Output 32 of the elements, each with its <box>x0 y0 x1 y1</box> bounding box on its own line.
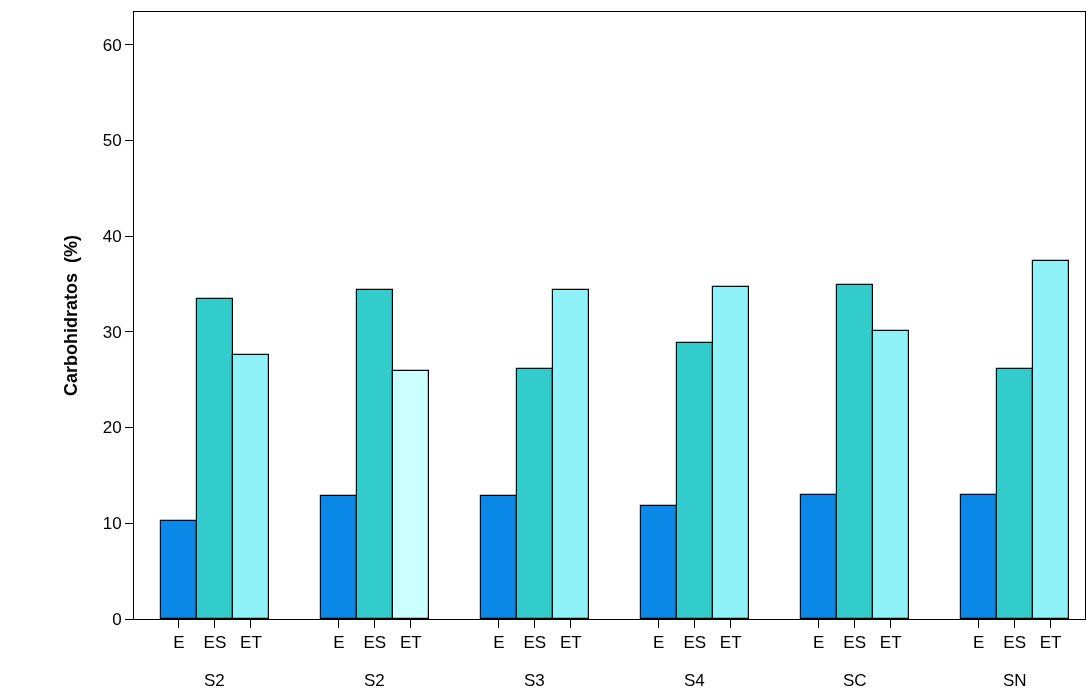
y-tick-label: 20 <box>102 418 122 438</box>
text: E <box>813 633 825 653</box>
text: ET <box>879 633 902 653</box>
text: ES <box>683 633 707 653</box>
text: E <box>333 633 345 653</box>
x-tick-label: S2 <box>364 671 385 690</box>
legend-label: ET <box>240 633 262 653</box>
x-tick-label: S2 <box>204 671 225 690</box>
x-tick-label: S4 <box>684 671 705 690</box>
text: E <box>972 633 985 653</box>
y-tick-label: 60 <box>102 35 122 55</box>
y-tick-label: 0 <box>112 609 122 629</box>
text: ET <box>399 633 422 653</box>
y-tick-label: 50 <box>102 131 122 151</box>
text: E <box>653 633 665 653</box>
text: ET <box>1039 633 1062 653</box>
text: ES <box>363 633 387 653</box>
x-tick-label: S3 <box>524 671 545 690</box>
y-axis-title: Carbohidratos (%) <box>60 234 81 397</box>
y-tick-label: 10 <box>102 514 122 534</box>
text: ES <box>523 633 547 653</box>
legend-label: E <box>173 633 185 653</box>
x-tick-label: SC <box>843 671 867 690</box>
legend-label: ES <box>203 633 227 653</box>
text: ES <box>843 633 867 653</box>
text: E <box>493 633 505 653</box>
text: ES <box>1003 633 1026 653</box>
y-tick-label: 30 <box>102 322 122 342</box>
text: ET <box>559 633 582 653</box>
y-tick-label: 40 <box>102 226 122 246</box>
text: ET <box>719 633 742 653</box>
x-tick-label: SN <box>1003 671 1027 690</box>
